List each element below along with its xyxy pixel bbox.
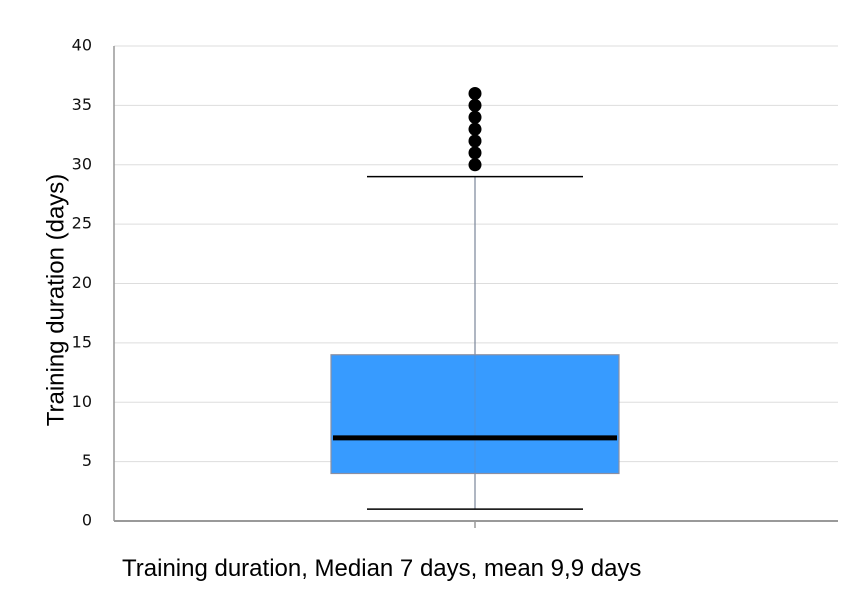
box-plot <box>330 87 620 510</box>
y-tick-label: 5 <box>82 451 92 470</box>
y-tick-label: 25 <box>72 214 92 233</box>
outlier-point <box>468 158 482 172</box>
y-axis-label: Training duration (days) <box>42 174 69 427</box>
y-tick-label: 30 <box>72 154 92 173</box>
outlier-point <box>468 134 482 148</box>
y-tick-label: 40 <box>72 36 92 55</box>
outlier-point <box>468 87 482 100</box>
outlier-point <box>468 98 482 112</box>
y-tick-label: 0 <box>82 511 92 530</box>
axes <box>113 46 838 528</box>
y-tick-labels: 0 5 10 15 20 25 30 35 40 <box>72 36 92 530</box>
outlier-point <box>468 122 482 136</box>
iqr-box <box>330 354 620 475</box>
y-tick-label: 15 <box>72 332 92 351</box>
outlier-point <box>468 146 482 160</box>
x-axis-label: Training duration, Median 7 days, mean 9… <box>122 555 641 582</box>
y-tick-label: 10 <box>72 392 92 411</box>
y-tick-label: 35 <box>72 95 92 114</box>
y-tick-label: 20 <box>72 273 92 292</box>
outlier-point <box>468 110 482 124</box>
